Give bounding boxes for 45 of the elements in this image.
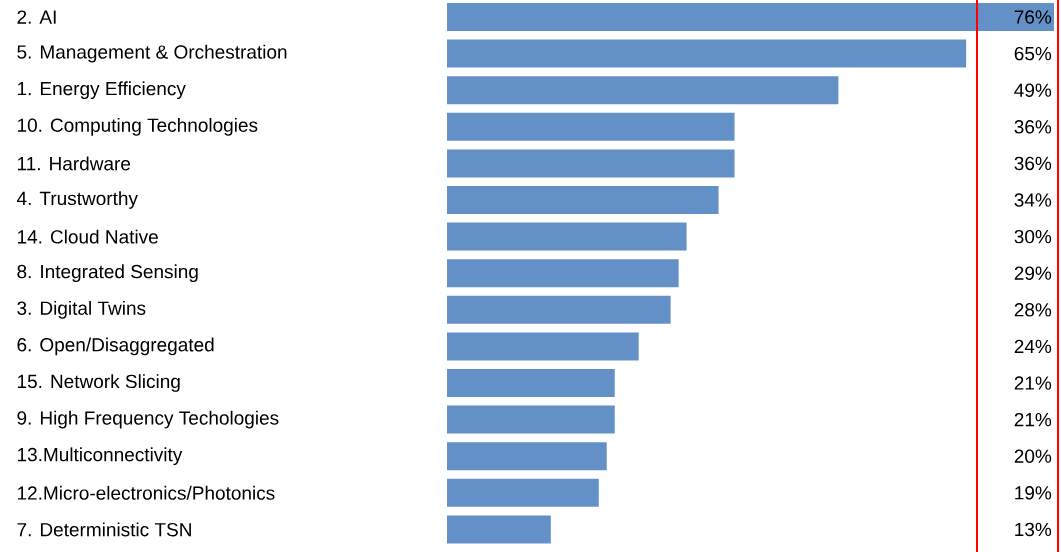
y-tick-label: 15. Network Slicing [17,374,180,392]
data-label: 13% [1015,522,1052,537]
data-label: 21% [1014,412,1052,427]
y-tick-label: 1. Energy Efficiency [17,81,186,100]
data-label: 28% [1014,303,1052,317]
data-label: 21% [1014,376,1052,390]
y-tick-label: 3. Digital Twins [17,300,146,319]
y-tick-label: 12.Micro-electronics/Photonics [17,485,275,500]
bar [447,515,551,544]
data-label: 30% [1014,229,1052,244]
bar [447,259,679,288]
data-label: 36% [1014,156,1052,171]
bar [447,39,967,68]
bar [447,186,719,215]
bar [447,442,607,471]
bar [447,332,639,361]
bar [447,76,839,105]
bar [447,295,671,324]
y-tick-label: 6. Open/Disaggregated [17,337,214,356]
data-label: 24% [1014,339,1052,354]
bar [447,405,615,434]
y-tick-label: 5. Management & Orchestration [17,44,287,63]
data-label: 76% [1014,10,1052,24]
data-label: 19% [1015,486,1052,500]
y-tick-label: 9. High Frequency Techologies [17,410,279,429]
data-label: 36% [1014,120,1052,134]
bar [447,369,615,398]
data-label: 34% [1014,193,1052,207]
data-label: 65% [1014,46,1052,61]
data-label: 20% [1014,449,1052,463]
data-label: 29% [1014,266,1052,280]
y-tick-label: 11. Hardware [17,156,131,171]
y-tick-label: 13.Multiconnectivity [17,447,183,466]
bar [447,478,599,507]
bar [447,222,687,251]
y-tick-label: 2. AI [17,10,56,24]
y-tick-label: 10. Computing Technologies [17,117,258,136]
bar [447,149,735,178]
y-tick-label: 4. Trustworthy [16,191,138,209]
bar [447,3,1054,32]
data-label: 49% [1014,83,1052,97]
y-tick-label: 14. Cloud Native [17,229,158,244]
y-tick-label: 7. Deterministic TSN [17,522,191,537]
y-tick-label: 8. Integrated Sensing [17,264,198,283]
bar [447,112,735,141]
